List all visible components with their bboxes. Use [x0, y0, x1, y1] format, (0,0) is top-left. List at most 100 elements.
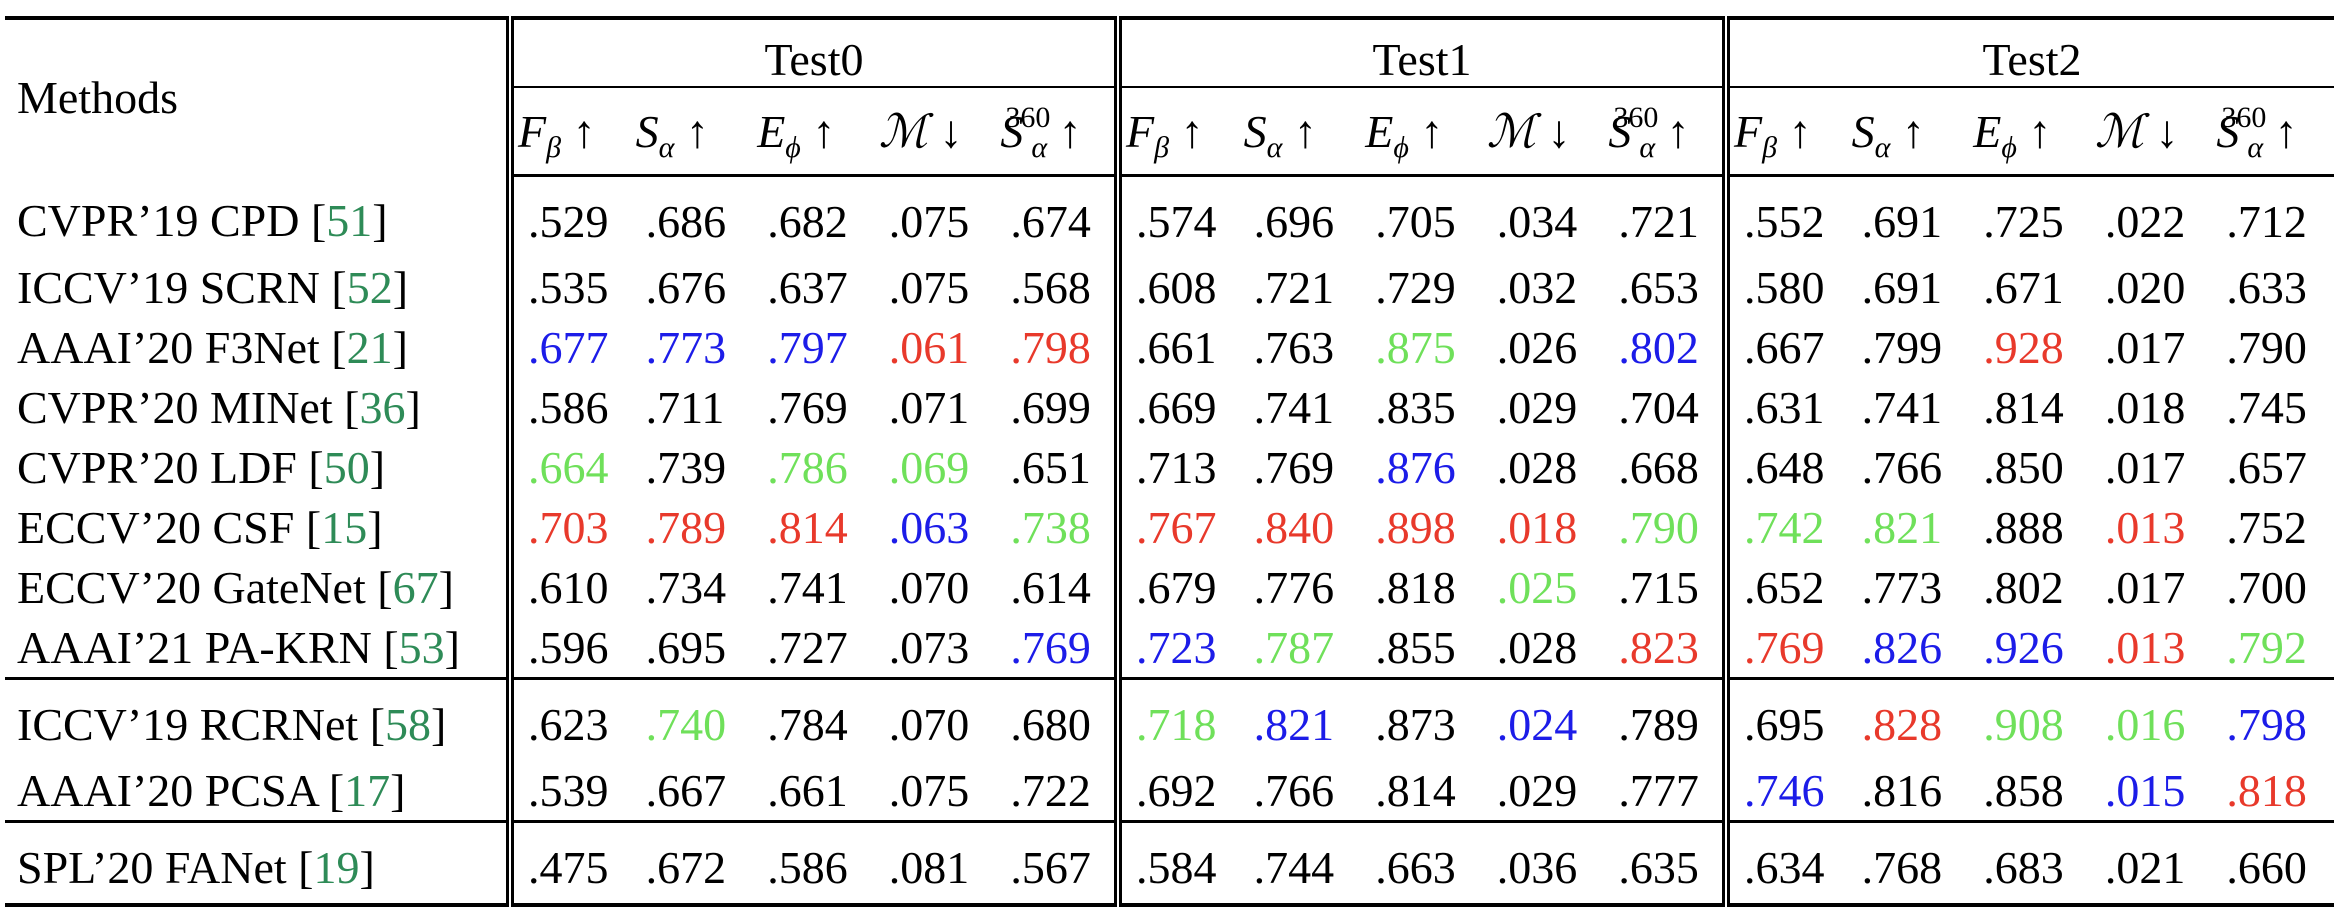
symbol: S: [1243, 105, 1267, 157]
method-name: CVPR’20 MINet: [17, 381, 333, 433]
arrow: ↑: [1058, 105, 1082, 157]
value-cell: .667: [1722, 317, 1848, 377]
value-cell: .875: [1375, 321, 1456, 373]
value-cell: .596: [506, 617, 632, 679]
value-cell: .695: [645, 621, 727, 673]
value-cell: .623: [506, 677, 632, 760]
value-cell: .663: [1361, 820, 1483, 905]
value-cell: .721: [1618, 195, 1699, 247]
value-cell: .823: [1618, 621, 1699, 673]
citation: 36: [359, 381, 406, 433]
value-cell: .661: [767, 764, 848, 816]
value-cell: .633: [2226, 261, 2307, 313]
value-cell: .695: [1722, 677, 1848, 760]
column-header: S360α ↑: [996, 87, 1119, 177]
value-cell: .535: [506, 257, 632, 317]
method-name: AAAI’20 PCSA: [17, 764, 318, 816]
subscript: α: [1639, 130, 1656, 164]
arrow: ↑: [1420, 105, 1444, 157]
value-cell: .024: [1482, 677, 1605, 760]
method-cell: AAAI’20 F3Net [21]: [5, 317, 510, 377]
value-cell: .802: [1983, 561, 2064, 613]
value-cell: .787: [1253, 621, 1335, 673]
value-cell: .773: [1861, 561, 1943, 613]
arrow: ↑: [1666, 105, 1690, 157]
value-cell: .018: [2104, 381, 2186, 433]
value-cell: .029: [1496, 764, 1578, 816]
column-header: Sα ↑: [631, 87, 754, 177]
column-header: Fβ ↑: [506, 87, 632, 177]
value-cell: .786: [767, 441, 848, 493]
method-cell: ICCV’19 RCRNet [58]: [5, 677, 510, 760]
method-cell: CVPR’20 LDF [50]: [5, 437, 510, 497]
value-cell: .855: [1375, 621, 1456, 673]
bracket: [: [328, 764, 345, 816]
symbol: S: [1851, 105, 1875, 157]
value-cell: .013: [2104, 501, 2186, 553]
value-cell: .677: [506, 317, 632, 377]
value-cell: .850: [1983, 441, 2064, 493]
value-cell: .017: [2104, 321, 2186, 373]
subscript: ϕ: [2001, 130, 2017, 164]
value-cell: .703: [506, 497, 632, 557]
value-cell: .586: [506, 377, 632, 437]
header-text: Test2: [1982, 34, 2082, 85]
column-header: S360α ↑: [1604, 87, 1727, 177]
value-cell: .529: [506, 175, 632, 257]
citation: 17: [344, 764, 391, 816]
table-header: Methods Test0 Test1 Test2 Fβ ↑ Sα ↑ Eϕ ↑ ℳ ↓ S36…: [5, 18, 2335, 177]
value-cell: .797: [767, 321, 848, 373]
subscript: α: [1874, 130, 1891, 164]
value-cell: .742: [1722, 497, 1848, 557]
bracket: [: [305, 501, 322, 553]
value-cell: .672: [631, 820, 754, 905]
value-cell: .705: [1375, 195, 1456, 247]
value-cell: .744: [1239, 820, 1362, 905]
subheader-row: Fβ ↑ Sα ↑ Eϕ ↑ ℳ ↓ S360α ↑ Fβ ↑ Sα ↑ Eϕ ↑ ℳ ↓ S36…: [5, 87, 2335, 177]
header-row: Methods Test0 Test1 Test2: [5, 18, 2335, 123]
bracket: ]: [392, 261, 409, 313]
group-header: Test1: [1114, 18, 1727, 88]
value-cell: .790: [1618, 501, 1699, 553]
value-cell: .798: [2212, 677, 2335, 760]
bracket: [: [310, 194, 327, 246]
column-header: S360α ↑: [2212, 87, 2335, 177]
value-cell: .729: [1375, 261, 1456, 313]
value-cell: .691: [1861, 261, 1943, 313]
bracket: ]: [372, 194, 388, 246]
method-name: ICCV’19 SCRN: [17, 261, 320, 313]
arrow: ↑: [812, 105, 836, 157]
subscript: β: [1154, 130, 1170, 164]
value-cell: .034: [1496, 195, 1578, 247]
symbol: S: [1608, 105, 1632, 157]
column-header: Sα ↑: [1847, 87, 1970, 177]
arrow: ↓: [1547, 106, 1571, 157]
value-cell: .858: [1983, 764, 2064, 816]
value-cell: .017: [2104, 561, 2186, 613]
methods-header: Methods: [5, 18, 510, 176]
column-header: Sα ↑: [1239, 87, 1362, 177]
symbol: S: [635, 105, 659, 157]
bracket: ]: [431, 698, 447, 750]
bracket: [: [383, 621, 399, 673]
value-cell: .769: [1010, 621, 1091, 673]
value-cell: .700: [2226, 561, 2307, 613]
group-header: Test0: [505, 18, 1119, 88]
value-cell: .018: [1496, 501, 1578, 553]
row-group: SPL’20 FANet [19] .475.672.586.081.567.58…: [5, 820, 2335, 905]
value-cell: .660: [2212, 820, 2335, 905]
method-row: AAAI’21 PA-KRN [53] .596.695.727.073.769.…: [5, 617, 2334, 679]
value-cell: .679: [1114, 557, 1240, 617]
method-name: CVPR’20 LDF: [17, 441, 297, 493]
arrow: ↓: [2155, 106, 2179, 157]
value-cell: .580: [1722, 257, 1848, 317]
value-cell: .680: [996, 677, 1119, 760]
value-cell: .013: [2104, 621, 2186, 673]
value-cell: .773: [645, 321, 727, 373]
column-header: Fβ ↑: [1114, 87, 1240, 177]
method-row: CVPR’20 LDF [50] .664.739.786.069.651.713…: [5, 437, 2334, 497]
arrow: ↑: [572, 105, 596, 157]
value-cell: .767: [1114, 497, 1240, 557]
value-cell: .691: [1861, 195, 1943, 247]
value-cell: .025: [1496, 561, 1578, 613]
